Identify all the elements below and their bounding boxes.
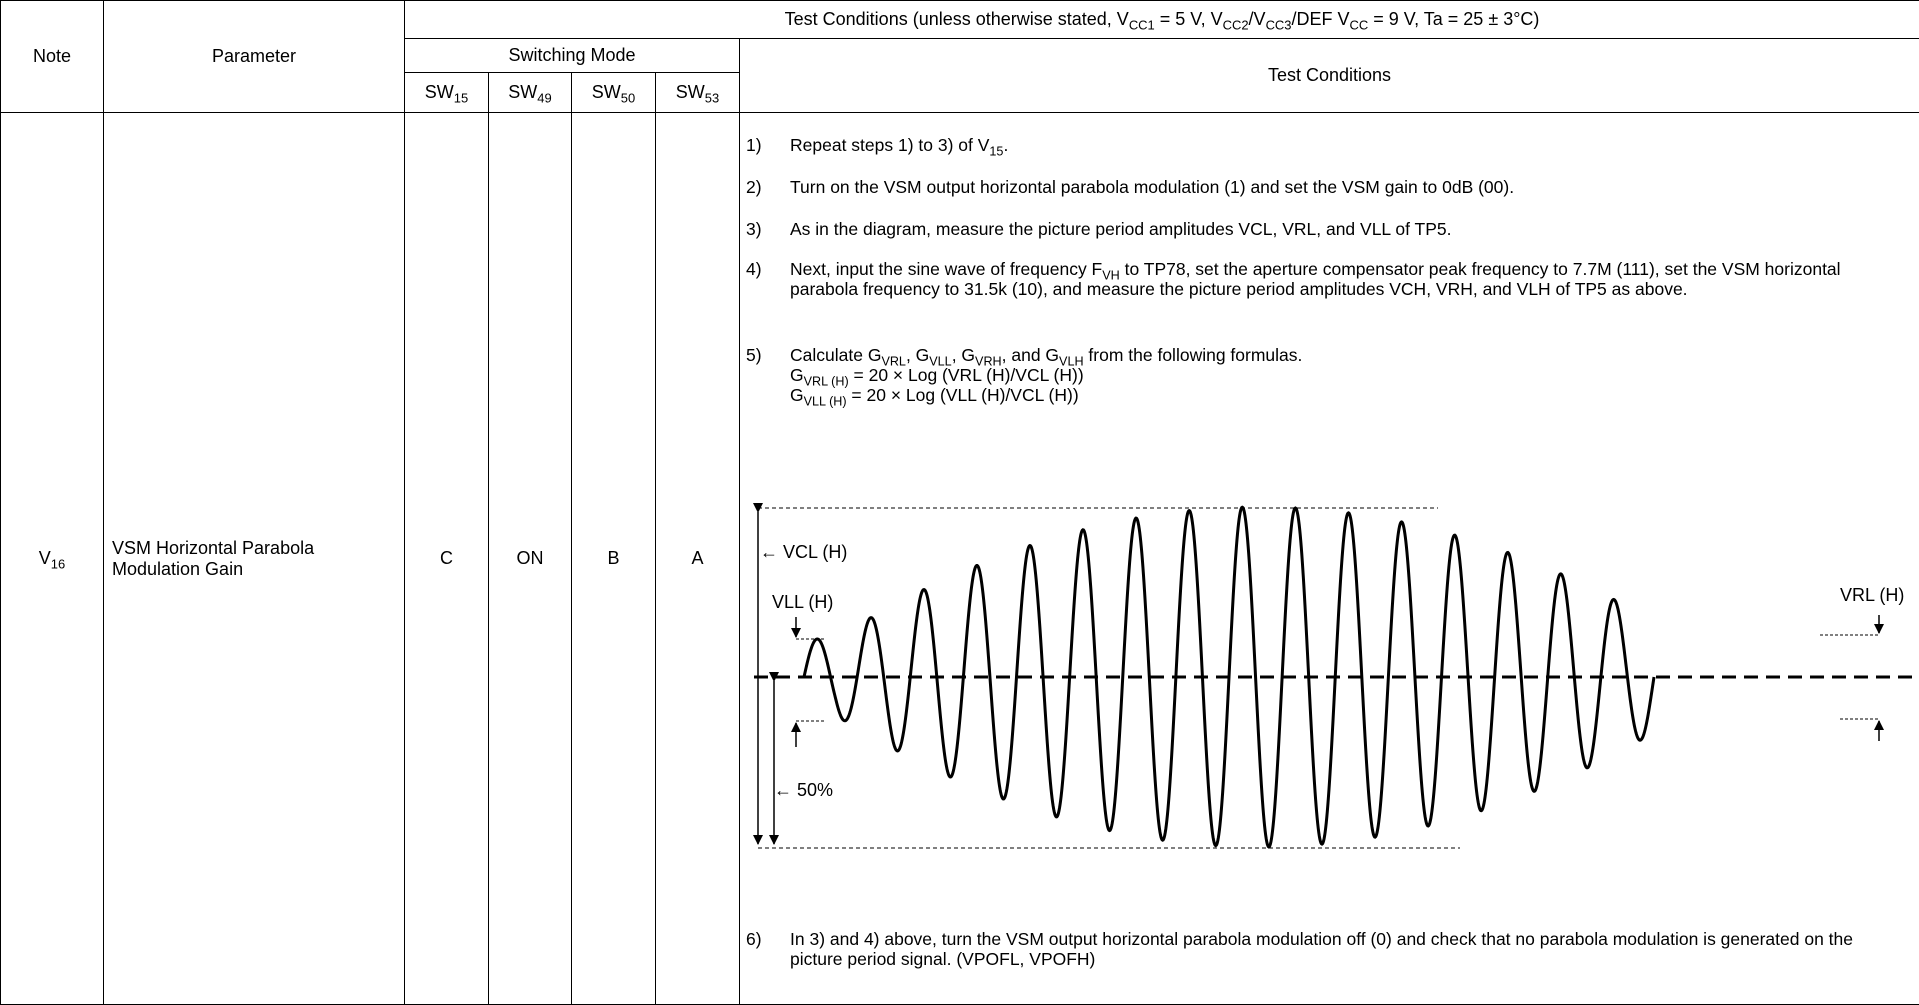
vcl-label: ← VCL (H) — [760, 542, 847, 562]
header-note: Note — [0, 0, 104, 113]
step-2: 2) Turn on the VSM output horizontal par… — [746, 177, 1515, 197]
step-1: 1) Repeat steps 1) to 3) of V15. — [746, 135, 1009, 159]
parameter-line-1: VSM Horizontal Parabola — [112, 537, 315, 558]
row-test-conditions: 1) Repeat steps 1) to 3) of V15. 2) Turn… — [738, 112, 1919, 1005]
waveform-diagram: ← VCL (H) VLL (H) VRL (H) ← 50% — [753, 503, 1918, 849]
header-conditions-title: Test Conditions (unless otherwise stated… — [403, 0, 1919, 39]
row-sw50: B — [571, 112, 656, 1005]
header-sw50: SW50 — [571, 72, 656, 113]
row-sw53: A — [655, 112, 740, 1005]
header-sw53: SW53 — [655, 72, 740, 113]
step-5: 5) Calculate GVRL, GVLL, GVRH, and GVLH … — [746, 345, 1909, 409]
fifty-percent-label: ← 50% — [774, 780, 833, 800]
row-sw15: C — [404, 112, 489, 1005]
step-3: 3) As in the diagram, measure the pictur… — [746, 219, 1452, 239]
header-sw49: SW49 — [488, 72, 572, 113]
header-test-conditions: Test Conditions — [738, 38, 1919, 113]
header-switching-mode: Switching Mode — [404, 38, 740, 73]
modulated-waveform — [802, 505, 1656, 849]
parameter-line-2: Modulation Gain — [112, 558, 244, 579]
formula-vll: GVLL (H) = 20 × Log (VLL (H)/VCL (H)) — [790, 385, 1079, 409]
vrl-label: VRL (H) — [1840, 585, 1904, 605]
row-parameter: VSM Horizontal Parabola Modulation Gain — [103, 112, 405, 1005]
row-sw49: ON — [488, 112, 572, 1005]
header-parameter: Parameter — [103, 0, 405, 113]
row-note: V16 — [0, 112, 104, 1005]
header-sw15: SW15 — [404, 72, 489, 113]
step-4: 4) Next, input the sine wave of frequenc… — [746, 259, 1841, 299]
vll-label: VLL (H) — [772, 592, 833, 612]
step-6: 6) In 3) and 4) above, turn the VSM outp… — [746, 929, 1854, 969]
formula-vrl: GVRL (H) = 20 × Log (VRL (H)/VCL (H)) — [790, 365, 1084, 389]
